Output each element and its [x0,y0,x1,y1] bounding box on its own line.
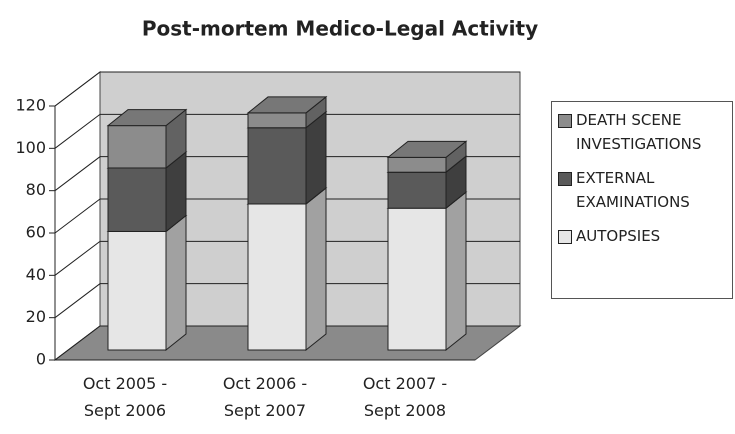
bar [107,167,167,232]
bar [247,127,307,205]
y-tick-label: 0 [36,350,46,369]
bar [387,207,447,351]
x-tick-label: Oct 2005 - Sept 2006 [82,374,168,420]
grid-line [54,71,520,107]
y-tick-label: 20 [26,307,46,326]
bar-top [106,109,188,127]
bar [387,156,447,173]
y-tick-label: 80 [26,180,46,199]
x-tick-label: Oct 2007 - Sept 2008 [362,374,448,420]
legend-label: EXTERNAL EXAMINATIONS [576,169,690,211]
legend: DEATH SCENE INVESTIGATIONS EXTERNAL EXAMI… [551,101,733,299]
bar [247,112,307,129]
bar [107,125,167,169]
y-tick-label: 120 [15,96,46,115]
y-tick-label: 40 [26,265,46,284]
grid-line [54,325,520,361]
legend-item: EXTERNAL EXAMINATIONS [556,166,728,214]
bar-side [305,186,327,352]
bar [107,230,167,351]
legend-swatch [558,114,572,128]
grid-line [54,156,520,192]
grid-line [54,240,520,276]
y-tick-label: 60 [26,223,46,242]
legend-swatch [558,230,572,244]
legend-label: AUTOPSIES [576,227,661,245]
bar-side [165,214,187,352]
grid-line [54,283,520,319]
bar-top [246,96,328,114]
y-tick-label: 100 [15,138,46,157]
x-tick-label: Oct 2006 - Sept 2007 [222,374,308,420]
legend-swatch [558,172,572,186]
legend-item: AUTOPSIES [556,224,728,248]
bar-top [386,140,468,158]
bar-side [445,191,467,352]
grid-line [54,113,520,149]
chart-title: Post-mortem Medico-Legal Activity [142,17,538,41]
legend-item: DEATH SCENE INVESTIGATIONS [556,108,728,156]
bar [387,171,447,209]
legend-label: DEATH SCENE INVESTIGATIONS [576,111,702,153]
grid-line [54,198,520,234]
bar [247,203,307,351]
